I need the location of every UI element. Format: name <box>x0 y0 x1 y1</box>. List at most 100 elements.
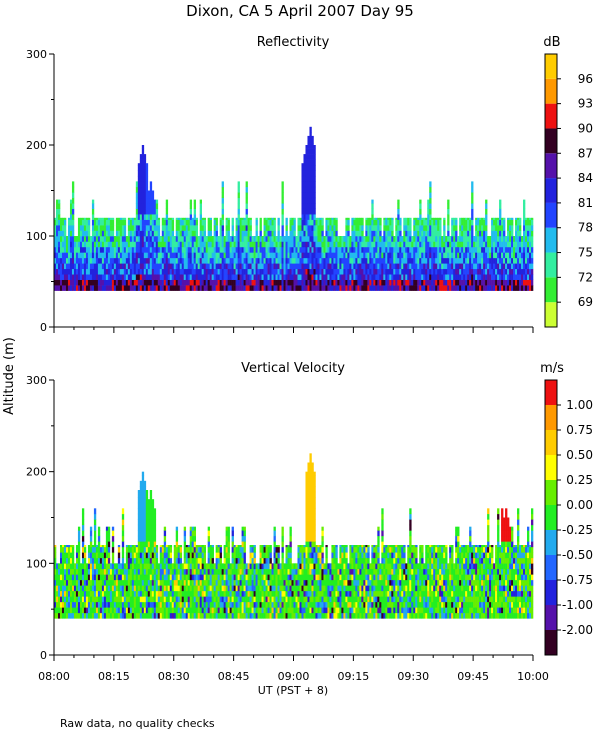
heatmap-cell <box>321 231 323 237</box>
heatmap-cell <box>136 236 138 242</box>
heatmap-cell <box>128 563 130 569</box>
heatmap-cell <box>481 225 483 231</box>
heatmap-cell <box>256 252 258 258</box>
heatmap-cell <box>188 552 190 558</box>
heatmap-cell <box>262 285 264 291</box>
heatmap-cell <box>156 214 158 220</box>
heatmap-cell <box>481 252 483 258</box>
heatmap-cell <box>525 231 527 237</box>
heatmap-cell <box>76 607 78 613</box>
heatmap-cell <box>138 170 140 176</box>
heatmap-cell <box>156 236 158 242</box>
heatmap-cell <box>240 241 242 247</box>
heatmap-cell <box>347 220 349 226</box>
heatmap-cell <box>216 252 218 258</box>
heatmap-cell <box>160 247 162 253</box>
heatmap-cell <box>126 585 128 591</box>
heatmap-cell <box>511 252 513 258</box>
heatmap-cell <box>100 602 102 608</box>
heatmap-cell <box>108 558 110 564</box>
heatmap-cell <box>367 231 369 237</box>
heatmap-cell <box>146 181 148 187</box>
heatmap-cell <box>192 258 194 264</box>
heatmap-cell <box>68 280 70 286</box>
heatmap-cell <box>250 274 252 280</box>
heatmap-cell <box>246 192 248 198</box>
heatmap-cell <box>156 203 158 209</box>
heatmap-cell <box>457 241 459 247</box>
heatmap-cell <box>132 225 134 231</box>
heatmap-cell <box>90 547 92 553</box>
heatmap-cell <box>80 613 82 619</box>
heatmap-cell <box>303 176 305 182</box>
heatmap-cell <box>160 263 162 269</box>
heatmap-cell <box>519 269 521 275</box>
heatmap-cell <box>529 252 531 258</box>
heatmap-cell <box>164 280 166 286</box>
heatmap-cell <box>463 258 465 264</box>
heatmap-cell <box>70 613 72 619</box>
heatmap-cell <box>168 231 170 237</box>
heatmap-cell <box>146 192 148 198</box>
heatmap-cell <box>110 218 112 220</box>
heatmap-cell <box>148 503 150 509</box>
heatmap-cell <box>184 596 186 602</box>
heatmap-cell <box>142 525 144 531</box>
heatmap-cell <box>385 252 387 258</box>
heatmap-cell <box>305 247 307 253</box>
heatmap-cell <box>200 225 202 231</box>
heatmap-cell <box>258 241 260 247</box>
heatmap-cell <box>369 252 371 258</box>
heatmap-cell <box>248 563 250 569</box>
heatmap-cell <box>134 596 136 602</box>
heatmap-cell <box>246 236 248 242</box>
heatmap-cell <box>445 236 447 242</box>
heatmap-cell <box>429 252 431 258</box>
heatmap-cell <box>136 214 138 220</box>
heatmap-cell <box>335 236 337 242</box>
heatmap-cell <box>106 607 108 613</box>
heatmap-cell <box>134 585 136 591</box>
heatmap-cell <box>361 231 363 237</box>
heatmap-cell <box>164 269 166 275</box>
heatmap-cell <box>292 220 294 226</box>
heatmap-cell <box>309 181 311 187</box>
heatmap-cell <box>168 602 170 608</box>
heatmap-cell <box>108 527 110 531</box>
heatmap-cell <box>274 285 276 291</box>
heatmap-cell <box>315 218 317 220</box>
heatmap-cell <box>118 258 120 264</box>
heatmap-cell <box>130 220 132 226</box>
heatmap-cell <box>96 607 98 613</box>
heatmap-cell <box>417 269 419 275</box>
heatmap-cell <box>142 514 144 520</box>
heatmap-cell <box>114 585 116 591</box>
heatmap-cell <box>393 263 395 269</box>
heatmap-cell <box>148 191 150 193</box>
heatmap-cell <box>262 269 264 275</box>
heatmap-cell <box>190 285 192 291</box>
heatmap-cell <box>62 252 64 258</box>
heatmap-cell <box>84 263 86 269</box>
heatmap-cell <box>505 247 507 253</box>
heatmap-cell <box>469 258 471 264</box>
heatmap-cell <box>240 547 242 553</box>
velocity-units: m/s <box>540 361 564 376</box>
heatmap-cell <box>359 231 361 237</box>
heatmap-cell <box>317 258 319 264</box>
heatmap-cell <box>140 519 142 525</box>
heatmap-cell <box>92 552 94 558</box>
heatmap-cell <box>333 252 335 258</box>
heatmap-cell <box>86 574 88 580</box>
heatmap-cell <box>242 247 244 253</box>
heatmap-cell <box>194 563 196 569</box>
heatmap-cell <box>140 530 142 536</box>
heatmap-cell <box>465 225 467 231</box>
heatmap-cell <box>517 280 519 286</box>
heatmap-cell <box>208 258 210 264</box>
heatmap-cell <box>307 247 309 253</box>
heatmap-cell <box>142 263 144 269</box>
heatmap-cell <box>303 225 305 231</box>
heatmap-cell <box>447 203 449 209</box>
heatmap-cell <box>142 580 144 586</box>
